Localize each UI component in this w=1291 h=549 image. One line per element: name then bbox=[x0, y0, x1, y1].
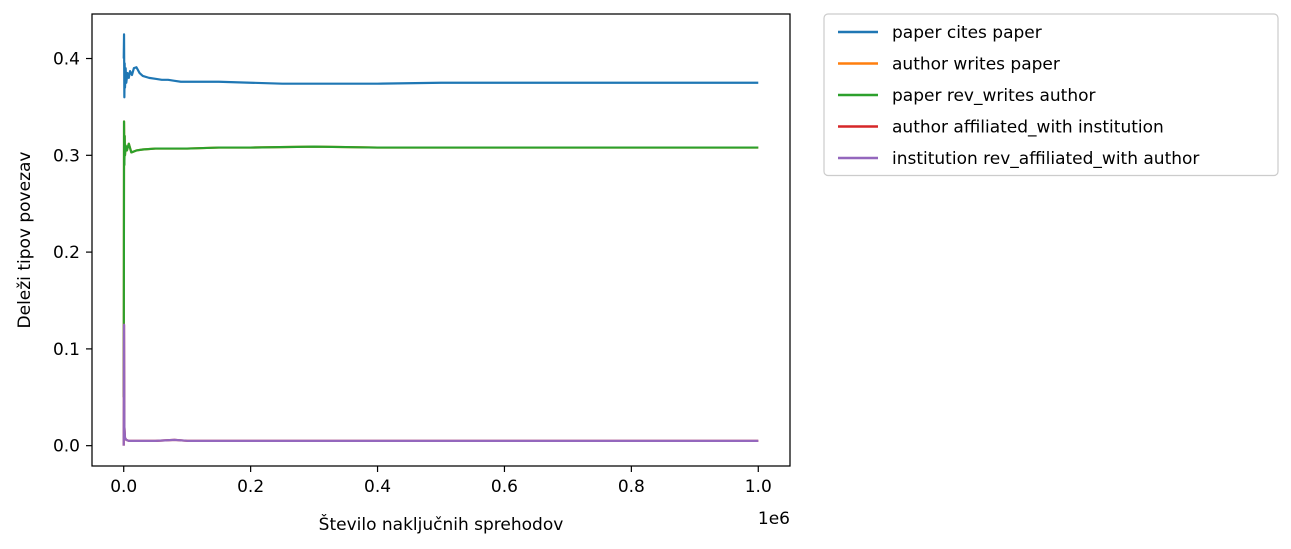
x-axis-label: Število naključnih sprehodov bbox=[319, 513, 564, 535]
y-tick-label: 0.0 bbox=[53, 437, 80, 457]
y-tick-label: 0.2 bbox=[53, 243, 80, 263]
series-line-1 bbox=[122, 120, 759, 398]
legend-entry-1: author writes paper bbox=[892, 55, 1060, 75]
series-line-0 bbox=[122, 33, 759, 99]
legend-box bbox=[823, 13, 1279, 177]
y-tick-label: 0.1 bbox=[53, 340, 80, 360]
legend-entry-3: author affiliated_with institution bbox=[892, 118, 1164, 138]
x-tick-label: 0.0 bbox=[110, 477, 137, 497]
series-line-3 bbox=[122, 323, 759, 446]
y-tick-label: 0.3 bbox=[53, 146, 80, 166]
x-axis-ticks: 0.0 0.2 0.4 0.6 0.8 1.0 bbox=[110, 466, 772, 497]
y-axis-label: Deleži tipov povezav bbox=[15, 152, 35, 329]
plot-area-frame bbox=[91, 13, 791, 467]
series-line-4 bbox=[122, 323, 759, 446]
x-tick-label: 0.6 bbox=[491, 477, 518, 497]
x-tick-label: 0.2 bbox=[237, 477, 264, 497]
series-line-2 bbox=[122, 120, 759, 398]
y-axis-ticks: 0.0 0.1 0.2 0.3 0.4 bbox=[53, 50, 92, 457]
legend-entry-0: paper cites paper bbox=[892, 23, 1042, 43]
x-tick-label: 0.8 bbox=[618, 477, 645, 497]
y-tick-label: 0.4 bbox=[53, 50, 80, 70]
legend: paper cites paper author writes paper pape… bbox=[823, 13, 1279, 177]
legend-entry-2: paper rev_writes author bbox=[892, 86, 1096, 106]
x-tick-label: 0.4 bbox=[364, 477, 391, 497]
legend-entry-4: institution rev_affiliated_with author bbox=[892, 149, 1199, 169]
x-axis-offset-label: 1e6 bbox=[758, 509, 790, 529]
x-tick-label: 1.0 bbox=[745, 477, 772, 497]
plot-lines bbox=[122, 33, 759, 446]
